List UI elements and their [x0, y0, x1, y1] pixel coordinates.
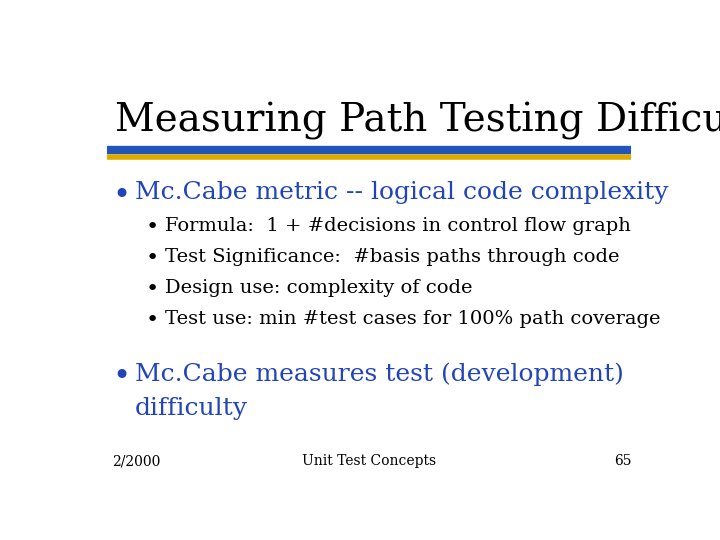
- Text: 2/2000: 2/2000: [112, 454, 161, 468]
- Text: Formula:  1 + #decisions in control flow graph: Formula: 1 + #decisions in control flow …: [166, 217, 631, 234]
- Text: •: •: [145, 279, 159, 299]
- Text: Test Significance:  #basis paths through code: Test Significance: #basis paths through …: [166, 248, 620, 266]
- Text: Measuring Path Testing Difficulty: Measuring Path Testing Difficulty: [115, 102, 720, 140]
- Text: •: •: [145, 310, 159, 330]
- Text: Test use: min #test cases for 100% path coverage: Test use: min #test cases for 100% path …: [166, 310, 661, 328]
- Text: Unit Test Concepts: Unit Test Concepts: [302, 454, 436, 468]
- Text: •: •: [112, 362, 130, 391]
- Text: •: •: [112, 181, 130, 210]
- Text: difficulty: difficulty: [135, 397, 248, 421]
- Text: Design use: complexity of code: Design use: complexity of code: [166, 279, 473, 297]
- Text: Mc.Cabe measures test (development): Mc.Cabe measures test (development): [135, 362, 624, 386]
- Text: Mc.Cabe metric -- logical code complexity: Mc.Cabe metric -- logical code complexit…: [135, 181, 668, 204]
- Text: •: •: [145, 217, 159, 237]
- Text: •: •: [145, 248, 159, 268]
- Text: 65: 65: [613, 454, 631, 468]
